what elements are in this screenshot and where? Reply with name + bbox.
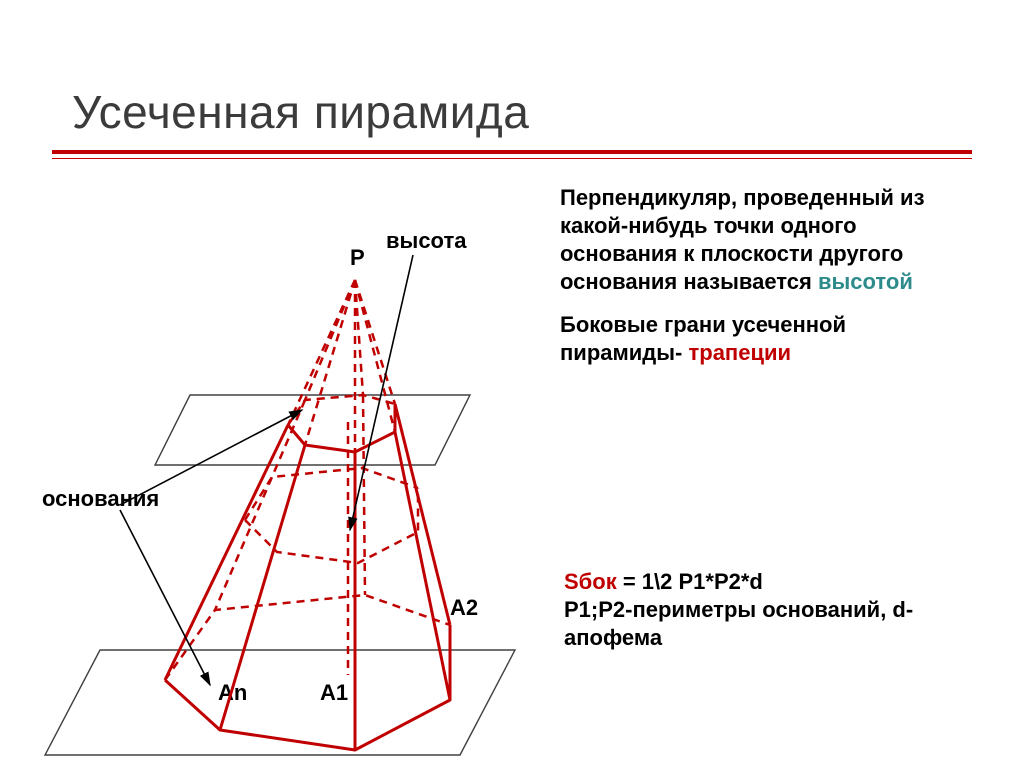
body-text-column: Перпендикуляр, проведенный из какой-нибу… (560, 184, 955, 381)
rule-thin (52, 158, 972, 159)
paragraph-trapezoid: Боковые грани усеченной пирамиды- трапец… (560, 311, 955, 367)
term-trapezoid: трапеции (688, 340, 791, 365)
rule-thick (52, 150, 972, 154)
base-arrow-lower (120, 510, 210, 685)
formula-rest: = 1\2 P1*P2*d (617, 569, 763, 594)
formula-line-2: Р1;Р2-периметры оснований, d-апофема (564, 596, 959, 652)
diagram-svg (40, 200, 560, 760)
diagram-container (40, 200, 560, 720)
slide: Усеченная пирамида Перпендикуляр, провед… (0, 0, 1024, 767)
title-rule (52, 150, 972, 166)
term-height: высотой (818, 269, 913, 294)
term-sbok: Sбок (564, 569, 617, 594)
formula-block: Sбок = 1\2 P1*P2*d Р1;Р2-периметры основ… (564, 568, 959, 652)
paragraph-height: Перпендикуляр, проведенный из какой-нибу… (560, 184, 955, 297)
base-arrow-upper (120, 410, 302, 505)
formula-line-1: Sбок = 1\2 P1*P2*d (564, 568, 959, 596)
page-title: Усеченная пирамида (72, 85, 529, 139)
